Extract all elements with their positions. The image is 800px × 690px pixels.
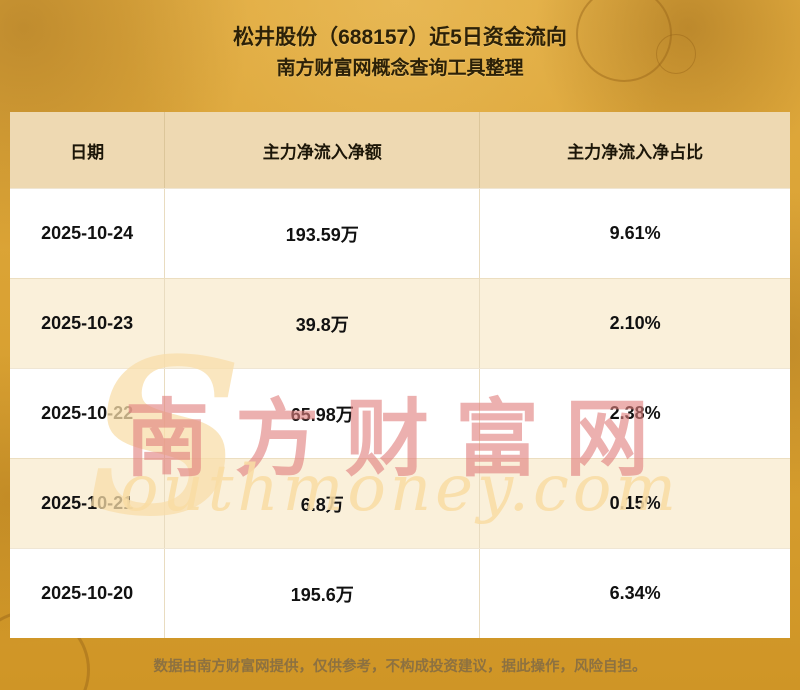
header-net-inflow-ratio: 主力净流入净占比 xyxy=(567,142,704,162)
cell-amount: 195.6万 xyxy=(165,549,481,638)
cell-date: 2025-10-24 xyxy=(10,189,166,278)
cell-ratio: 0.15% xyxy=(609,493,661,513)
cell-date: 2025-10-21 xyxy=(10,459,166,548)
fund-flow-table: 日期 主力净流入净额 主力净流入净占比 2025-10-24 193.59万 9… xyxy=(10,112,790,638)
cell-amount: 193.59万 xyxy=(165,189,481,278)
disclaimer-text: 数据由南方财富网提供，仅供参考，不构成投资建议，据此操作，风险自担。 xyxy=(153,659,647,675)
cell-ratio: 6.34% xyxy=(609,583,661,603)
cell-amount: 65.98万 xyxy=(165,369,481,458)
cell-date: 2025-10-22 xyxy=(10,369,166,458)
cell-ratio: 9.61% xyxy=(609,223,661,243)
header-date: 日期 xyxy=(10,112,166,188)
table-header-row: 日期 主力净流入净额 主力净流入净占比 xyxy=(10,112,790,188)
cell-ratio: 2.10% xyxy=(609,313,661,333)
table-row: 2025-10-24 193.59万 9.61% xyxy=(10,188,790,278)
cell-date: 2025-10-20 xyxy=(10,549,166,638)
header-net-inflow: 主力净流入净额 xyxy=(165,112,481,188)
cell-date: 2025-10-23 xyxy=(10,279,166,368)
table-row: 2025-10-21 6.8万 0.15% xyxy=(10,458,790,548)
table-row: 2025-10-22 65.98万 2.38% xyxy=(10,368,790,458)
title-block: 松井股份（688157）近5日资金流向 南方财富网概念查询工具整理 xyxy=(0,22,800,84)
table-row: 2025-10-23 39.8万 2.10% xyxy=(10,278,790,368)
table-row: 2025-10-20 195.6万 6.34% xyxy=(10,548,790,638)
page-subtitle: 南方财富网概念查询工具整理 xyxy=(276,58,524,79)
page-title: 松井股份（688157）近5日资金流向 xyxy=(233,26,567,49)
cell-amount: 39.8万 xyxy=(165,279,481,368)
cell-ratio: 2.38% xyxy=(609,403,661,423)
cell-amount: 6.8万 xyxy=(165,459,481,548)
